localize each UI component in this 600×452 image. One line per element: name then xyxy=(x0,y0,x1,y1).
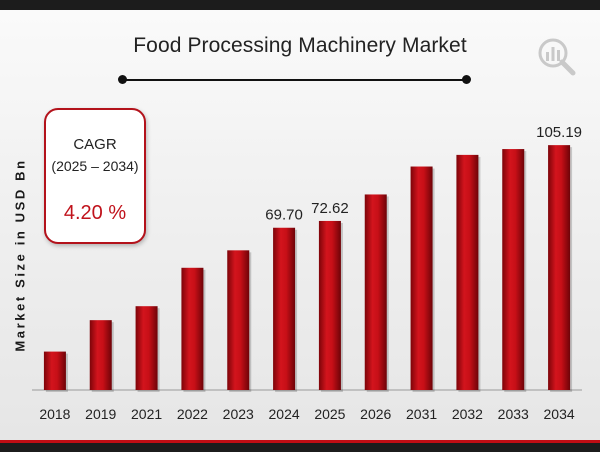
data-label: 72.62 xyxy=(311,200,349,217)
bottom-accent-line xyxy=(0,440,600,443)
x-tick-label: 2023 xyxy=(223,406,254,422)
bar xyxy=(502,149,525,390)
bar xyxy=(43,351,66,390)
bar xyxy=(227,250,250,390)
bar xyxy=(410,166,433,390)
x-tick-label: 2024 xyxy=(269,406,300,422)
bar xyxy=(456,154,479,390)
title-underline xyxy=(122,79,466,81)
chart-title: Food Processing Machinery Market xyxy=(133,34,467,57)
cagr-value: 4.20 % xyxy=(63,202,127,224)
bar xyxy=(135,306,158,390)
bar xyxy=(181,267,204,390)
x-tick-label: 2018 xyxy=(39,406,70,422)
title-underline-dot-right xyxy=(462,75,471,84)
cagr-label: CAGR xyxy=(73,136,117,153)
top-band xyxy=(0,0,600,10)
x-tick-label: 2019 xyxy=(85,406,116,422)
x-tick-label: 2025 xyxy=(314,406,345,422)
bar xyxy=(548,145,571,390)
title-underline-dot-left xyxy=(118,75,127,84)
x-tick-label: 2022 xyxy=(177,406,208,422)
bar xyxy=(273,227,296,390)
x-tick-label: 2026 xyxy=(360,406,391,422)
cagr-callout: CAGR (2025 – 2034) 4.20 % xyxy=(44,108,146,244)
bar-chart-magnifier-icon xyxy=(538,38,576,76)
data-label: 105.19 xyxy=(536,124,582,141)
cagr-period: (2025 – 2034) xyxy=(51,158,139,174)
x-tick-label: 2033 xyxy=(498,406,529,422)
x-tick-label: 2021 xyxy=(131,406,162,422)
x-tick-label: 2031 xyxy=(406,406,437,422)
x-tick-label: 2032 xyxy=(452,406,483,422)
bar xyxy=(89,320,112,390)
bottom-band xyxy=(0,440,600,452)
bar xyxy=(364,194,387,390)
x-tick-label: 2034 xyxy=(544,406,575,422)
bar xyxy=(318,220,341,390)
data-label: 69.70 xyxy=(265,207,303,224)
